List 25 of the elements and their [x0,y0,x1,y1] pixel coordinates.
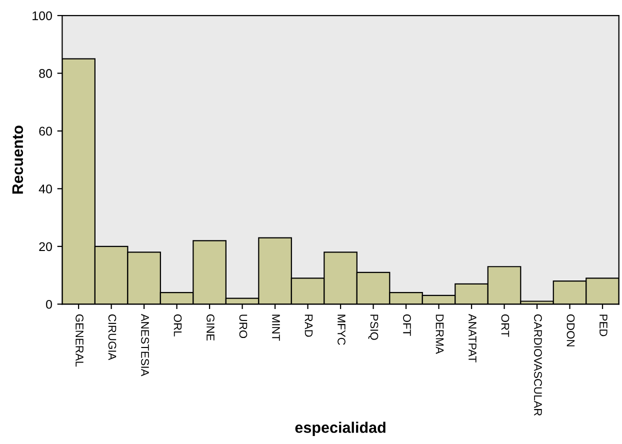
y-tick-label: 40 [38,184,52,194]
y-tick-label: 100 [32,11,52,20]
x-tick-label: ANATPAT [468,314,476,362]
x-tick-label: ORT [501,314,510,337]
x-tick-label: RAD [304,314,313,337]
y-tick-label: 80 [39,69,52,78]
x-tick-label: MFYC [338,314,346,345]
x-tick-label: PSIQ [368,314,378,340]
x-tick-label: GINE [206,314,214,341]
y-axis-title: Recuento [12,126,24,194]
x-tick-label: CARDIOVASCULAR [534,314,542,416]
x-tick-label: ORL [174,314,182,336]
x-tick-label: ANESTESIA [141,314,149,376]
x-tick-label: PED [600,314,608,336]
y-tick-label: 60 [39,126,52,136]
x-tick-label: ODON [566,314,575,346]
y-tick-label: 0 [46,300,52,309]
x-tick-label: MINT [272,314,280,341]
x-tick-label: DERMA [436,314,444,354]
y-tick-label: 20 [39,242,52,252]
x-tick-label: GENERAL [76,314,84,367]
x-tick-label: OFT [403,314,411,336]
x-tick-label: CIRUGIA [108,314,116,360]
x-tick-label: URO [239,314,248,338]
x-axis-title: especialidad [295,422,386,436]
